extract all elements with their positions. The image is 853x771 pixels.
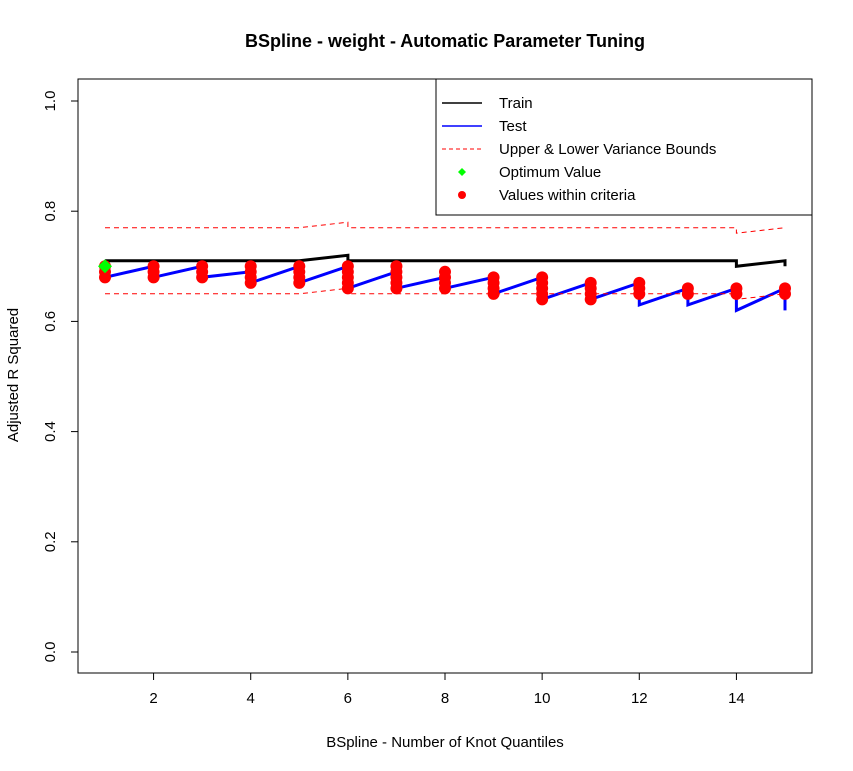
y-tick-label: 0.0 <box>42 642 59 663</box>
x-tick-label: 12 <box>631 690 648 707</box>
legend: Train Test Upper & Lower Variance Bounds Op… <box>435 78 813 216</box>
criteria-point <box>633 276 646 289</box>
y-axis: 0.0 0.2 0.4 0.6 0.8 1.0 <box>42 91 79 663</box>
legend-label-train: Train <box>499 95 533 112</box>
criteria-point <box>730 282 743 295</box>
optimum-point <box>98 259 112 274</box>
x-axis-title: BSpline - Number of Knot Quantiles <box>326 734 564 751</box>
criteria-point <box>244 260 257 273</box>
legend-box <box>435 78 813 216</box>
y-tick-label: 1.0 <box>42 91 59 112</box>
x-tick-label: 6 <box>344 690 352 707</box>
x-axis: 2 4 6 8 10 12 14 <box>149 672 745 707</box>
legend-label-values-within-criteria: Values within criteria <box>499 187 636 204</box>
y-axis-title: Adjusted R Squared <box>5 308 22 442</box>
legend-label-test: Test <box>499 118 527 135</box>
x-tick-label: 14 <box>728 690 745 707</box>
criteria-point <box>536 271 549 284</box>
chart-title: BSpline - weight - Automatic Parameter T… <box>245 31 645 51</box>
y-tick-label: 0.6 <box>42 311 59 332</box>
legend-label-upper-lower-variance-bounds: Upper & Lower Variance Bounds <box>499 141 716 158</box>
criteria-point <box>681 282 694 295</box>
y-tick-label: 0.8 <box>42 201 59 222</box>
criteria-point <box>341 260 354 273</box>
criteria-point <box>439 265 451 278</box>
criteria-point <box>584 276 597 289</box>
criteria-point <box>293 260 306 273</box>
criteria-point <box>390 260 403 273</box>
legend-label-optimum-value: Optimum Value <box>499 164 601 181</box>
legend-swatch-optimum-value <box>458 168 466 176</box>
x-tick-label: 10 <box>534 690 551 707</box>
criteria-point <box>779 282 791 295</box>
y-tick-label: 0.4 <box>42 421 59 442</box>
x-tick-label: 8 <box>441 690 449 707</box>
legend-swatch-values-within-criteria <box>458 191 466 199</box>
points-layer <box>98 259 791 306</box>
x-tick-label: 2 <box>149 690 157 707</box>
series-line-upper-variance-bound <box>105 221 786 234</box>
series-line-train <box>105 253 787 268</box>
criteria-point <box>147 260 160 273</box>
x-tick-label: 4 <box>247 690 255 707</box>
criteria-point <box>487 271 500 284</box>
criteria-point <box>196 260 209 273</box>
y-tick-label: 0.2 <box>42 531 59 552</box>
